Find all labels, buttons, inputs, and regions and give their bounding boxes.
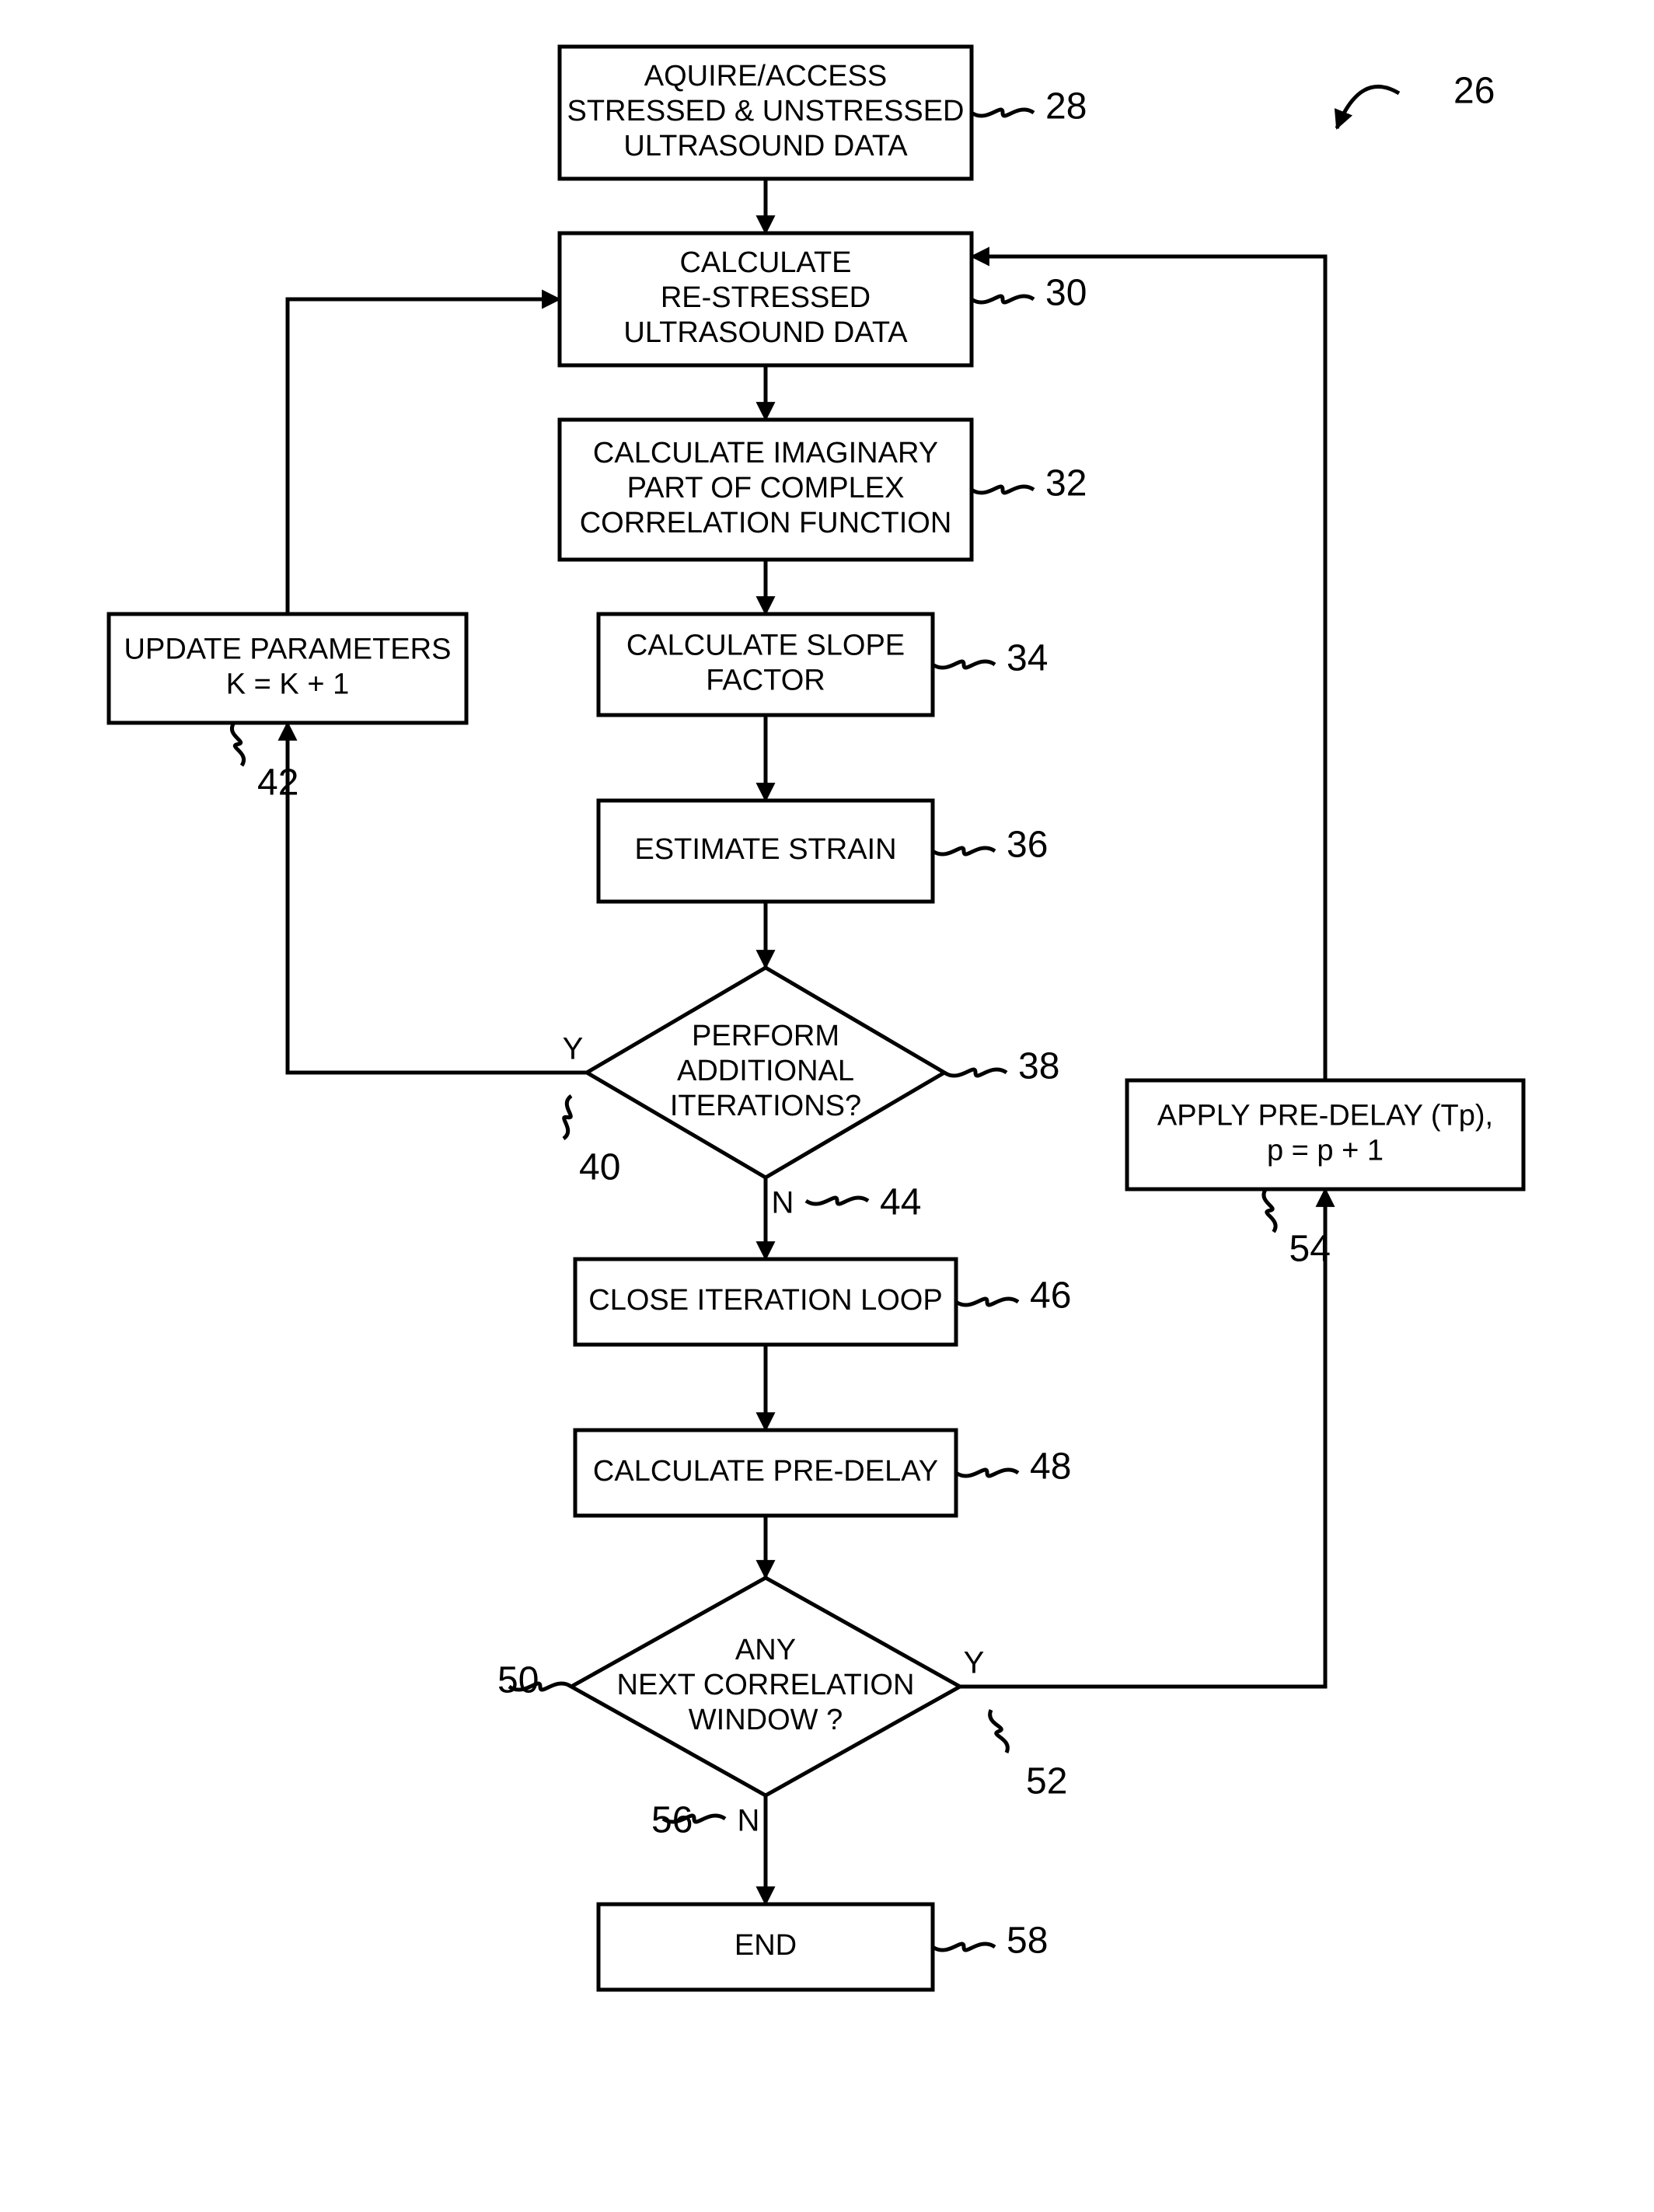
node-n30-line-2: ULTRASOUND DATA bbox=[623, 316, 908, 349]
node-n46-line-0: CLOSE ITERATION LOOP bbox=[588, 1284, 942, 1317]
ref-38: 38 bbox=[1018, 1046, 1059, 1087]
node-n42-line-0: UPDATE PARAMETERS bbox=[124, 633, 452, 666]
ref-42: 42 bbox=[257, 762, 298, 804]
node-n38-line-2: ITERATIONS? bbox=[670, 1090, 861, 1122]
node-n32-line-2: CORRELATION FUNCTION bbox=[580, 507, 952, 539]
node-n32-line-1: PART OF COMPLEX bbox=[627, 472, 905, 504]
node-n30: CALCULATERE-STRESSEDULTRASOUND DATA 30 bbox=[560, 233, 1087, 365]
node-n28: AQUIRE/ACCESSSTRESSED & UNSTRESSEDULTRAS… bbox=[560, 47, 1087, 179]
node-n50-line-0: ANY bbox=[735, 1634, 796, 1666]
node-n54-line-0: APPLY PRE-DELAY (Tp), bbox=[1157, 1100, 1493, 1132]
ref-32: 32 bbox=[1045, 463, 1087, 504]
ref-30: 30 bbox=[1045, 273, 1087, 314]
node-n42-line-1: K = K + 1 bbox=[226, 668, 349, 700]
ref-28: 28 bbox=[1045, 86, 1087, 127]
ref-44: 44 bbox=[880, 1182, 921, 1223]
node-n34-line-1: FACTOR bbox=[706, 664, 825, 696]
ref-50: 50 bbox=[497, 1660, 539, 1701]
yn-label: N bbox=[772, 1186, 794, 1220]
node-n50-line-2: WINDOW ? bbox=[689, 1704, 843, 1736]
yn-label: Y bbox=[563, 1032, 584, 1066]
ref-52: 52 bbox=[1026, 1761, 1067, 1802]
edge bbox=[288, 723, 587, 1073]
figure-ref: 26 bbox=[1453, 71, 1495, 112]
ref-56: 56 bbox=[651, 1800, 693, 1841]
node-n58-line-0: END bbox=[735, 1929, 797, 1962]
ref-36: 36 bbox=[1007, 825, 1048, 866]
node-n34: CALCULATE SLOPEFACTOR 34 bbox=[598, 614, 1048, 715]
node-n58: END 58 bbox=[598, 1904, 1048, 1990]
node-n48-line-0: CALCULATE PRE-DELAY bbox=[593, 1455, 938, 1488]
yn-label: Y bbox=[964, 1646, 985, 1680]
node-n28-line-0: AQUIRE/ACCESS bbox=[644, 60, 888, 92]
node-n32: CALCULATE IMAGINARYPART OF COMPLEXCORREL… bbox=[560, 420, 1087, 560]
ref-48: 48 bbox=[1030, 1446, 1071, 1488]
node-n50: ANYNEXT CORRELATIONWINDOW ? 50 bbox=[497, 1578, 960, 1795]
edge bbox=[960, 1189, 1325, 1687]
node-n36: ESTIMATE STRAIN 36 bbox=[598, 801, 1048, 902]
ref-34: 34 bbox=[1007, 638, 1048, 679]
node-n30-line-0: CALCULATE bbox=[679, 246, 851, 279]
node-n36-line-0: ESTIMATE STRAIN bbox=[634, 833, 896, 866]
node-n34-line-0: CALCULATE SLOPE bbox=[626, 630, 905, 662]
ref-46: 46 bbox=[1030, 1275, 1071, 1317]
node-n38-line-0: PERFORM bbox=[692, 1020, 839, 1052]
node-n32-line-0: CALCULATE IMAGINARY bbox=[593, 437, 938, 469]
yn-label: N bbox=[738, 1804, 760, 1838]
node-n54-line-1: p = p + 1 bbox=[1267, 1134, 1384, 1167]
edge bbox=[288, 299, 560, 614]
node-n30-line-1: RE-STRESSED bbox=[661, 281, 871, 314]
node-n28-line-1: STRESSED & UNSTRESSED bbox=[567, 95, 965, 127]
node-n50-line-1: NEXT CORRELATION bbox=[617, 1669, 915, 1701]
figure-ref-arrow bbox=[1337, 86, 1399, 128]
ref-40: 40 bbox=[579, 1147, 620, 1188]
node-n38-line-1: ADDITIONAL bbox=[677, 1055, 854, 1087]
node-n28-line-2: ULTRASOUND DATA bbox=[623, 130, 908, 162]
ref-58: 58 bbox=[1007, 1921, 1048, 1962]
